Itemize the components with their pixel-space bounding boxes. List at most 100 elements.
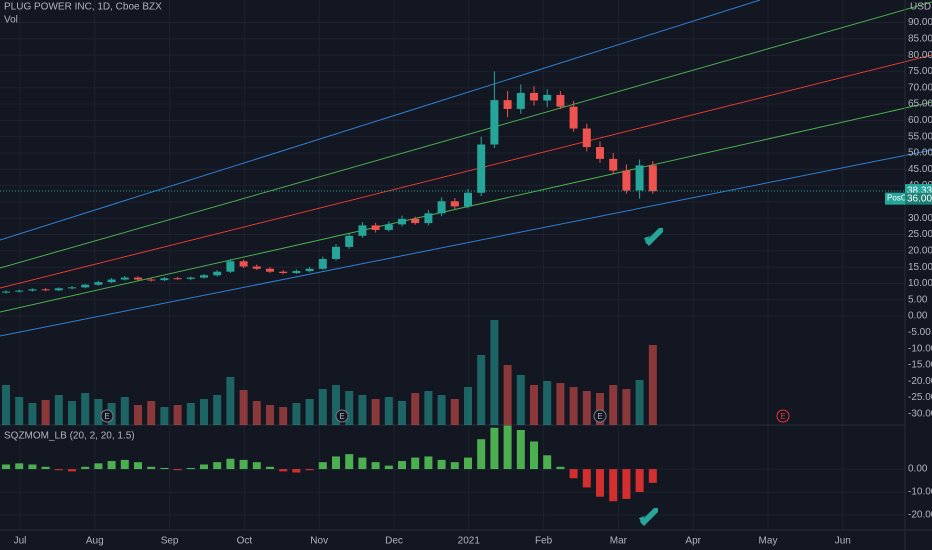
channel-line [0, 149, 932, 337]
volume-bar [173, 405, 182, 425]
rocket [639, 228, 663, 526]
candle-body [530, 92, 538, 101]
volume-bar [200, 399, 208, 425]
volume-bar [160, 407, 169, 425]
y-tick-label: 0.00 [908, 311, 928, 322]
candle-body [226, 261, 235, 272]
y2-tick-label: -10.00 [908, 487, 932, 498]
momentum-bar [569, 469, 578, 479]
earnings-label: E [104, 412, 109, 421]
candle-body [450, 201, 459, 207]
candle-body [28, 289, 37, 291]
momentum-bar [147, 466, 156, 470]
candle-body [252, 266, 261, 269]
volume-bar [15, 397, 24, 425]
volume-bar [490, 320, 499, 425]
earnings-marker [100, 409, 114, 423]
volume-bar [437, 395, 446, 425]
candle-body [81, 284, 90, 288]
channel-line [0, 101, 932, 313]
volume-bar [279, 407, 288, 425]
volume-bar [648, 345, 657, 425]
y-tick-label: -20.00 [908, 376, 932, 387]
momentum-bar [15, 463, 24, 470]
volume-bar [424, 391, 433, 425]
y-tick-label: 60.00 [908, 115, 932, 126]
candle-body [2, 291, 10, 293]
momentum-bar [213, 462, 222, 470]
y-tick-label: -25.00 [908, 392, 932, 403]
position-tag-box [885, 192, 905, 205]
volume-bar [609, 385, 618, 425]
momentum-bar [226, 458, 235, 470]
earnings-marker [335, 409, 349, 423]
grid [0, 0, 905, 530]
momentum-bar [596, 469, 604, 497]
volume-bar [556, 383, 565, 425]
candle-body [279, 271, 288, 274]
candle-body [266, 268, 274, 272]
candle-body [398, 218, 406, 225]
momentum-bar [239, 459, 248, 470]
candle-body [134, 277, 142, 280]
candle-body [332, 246, 340, 259]
y-tick-label: 45.00 [908, 164, 932, 175]
momentum-bar [94, 463, 103, 470]
candle-body [186, 277, 195, 279]
momentum-bar [437, 459, 446, 470]
earnings-marker [776, 409, 790, 423]
candle-body [437, 201, 446, 214]
candle-body [358, 225, 367, 236]
y-tick-label: 15.00 [908, 262, 932, 273]
momentum-bar [503, 425, 512, 470]
candle-body [582, 128, 591, 148]
volume-bar [2, 385, 10, 425]
channel-line [0, 54, 932, 289]
momentum-bar [332, 456, 340, 470]
y-tick-label: -15.00 [908, 360, 932, 371]
volume-bar [516, 375, 525, 425]
indicator-label: SQZMOM_LB (20, 2, 20, 1.5) [4, 431, 135, 442]
candle-body [503, 100, 512, 109]
volume-bar [477, 355, 486, 425]
y-tick-label: -30.00 [908, 409, 932, 420]
volume-bar [596, 393, 604, 425]
candle-body [68, 287, 76, 289]
x-tick-label: Feb [535, 536, 553, 547]
x-tick-label: Nov [310, 536, 328, 547]
volume-bar [411, 393, 420, 425]
y-tick-label: 75.00 [908, 66, 932, 77]
candle-body [239, 261, 248, 267]
rocket-icon [639, 508, 658, 526]
volume-bar [134, 405, 142, 425]
volume-bar [569, 387, 578, 425]
earnings-marker [593, 409, 607, 423]
x-tick-label: Aug [86, 536, 104, 547]
volume-bar [582, 391, 591, 425]
momentum-bar [411, 457, 420, 470]
momentum-bar [398, 461, 406, 470]
volume-bar [68, 401, 76, 425]
momentum-bar [450, 462, 459, 470]
candle-body [107, 279, 116, 283]
candle-body [160, 278, 169, 281]
momentum-bar [252, 462, 261, 470]
volume-bar [464, 387, 472, 425]
volume-bar [226, 377, 235, 425]
momentum-bar [648, 469, 657, 483]
volume-bar [266, 405, 274, 425]
last-price-label: 38.33 [907, 186, 932, 197]
momentum-bar [358, 457, 367, 470]
momentum-bar [582, 469, 591, 488]
candle-body [318, 258, 327, 269]
momentum-bar [609, 469, 618, 502]
candle-body [424, 213, 433, 224]
y-tick-label: 25.00 [908, 229, 932, 240]
chart-title: PLUG POWER INC, 1D, Cboe BZX [4, 2, 162, 13]
volume-bar [54, 395, 63, 425]
volume-bar [81, 393, 90, 425]
momentum-bar [68, 469, 76, 472]
y-tick-label: -10.00 [908, 343, 932, 354]
rocket-icon [644, 228, 663, 246]
momentum-bar [464, 457, 472, 470]
